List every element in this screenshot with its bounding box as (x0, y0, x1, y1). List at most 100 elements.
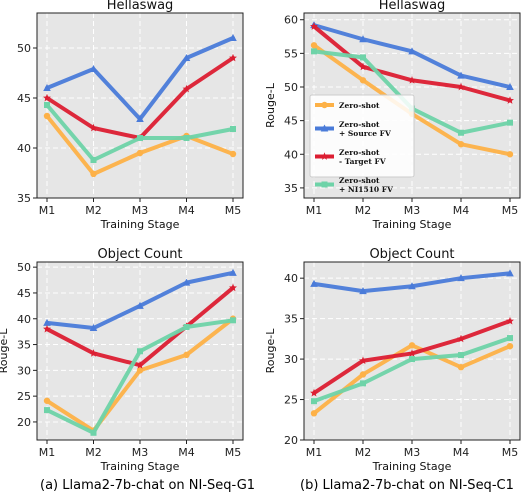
point-target_fv (408, 76, 416, 84)
point-zero_shot (359, 77, 367, 84)
legend-label: Zero-shot (339, 148, 380, 157)
chart-title: Hellaswag (379, 0, 446, 13)
y-tick-label: 40 (17, 313, 31, 326)
chart-title: Object Count (97, 247, 182, 262)
legend-label: Zero-shot (339, 176, 380, 185)
point-target_fv (506, 316, 514, 325)
x-tick-label: M5 (502, 204, 519, 217)
point-source_fv (359, 287, 367, 295)
legend-label: - Target FV (339, 157, 386, 166)
x-tick-label: M1 (39, 204, 56, 217)
point-target_fv (359, 356, 367, 365)
x-tick-label: M2 (355, 204, 372, 217)
point-ni1510_fv (44, 102, 50, 108)
y-tick-label: 55 (284, 47, 298, 60)
point-target_fv (457, 82, 465, 91)
y-tick-label: 45 (17, 287, 31, 300)
point-ni1510_fv (44, 407, 50, 414)
legend-label: + NI1510 FV (339, 185, 393, 194)
point-zero_shot (457, 140, 465, 148)
y-tick-label: 50 (17, 42, 31, 55)
y-tick-label: 40 (284, 148, 298, 161)
figure: 35 40 45 50 M1 M2 M3 M4 M5 Hellaswag Training Stag… (0, 0, 521, 473)
y-tick-label: 30 (17, 364, 31, 377)
point-target_fv (506, 96, 514, 104)
point-zero_shot (43, 397, 51, 404)
legend-marker-ni1510_fv (321, 181, 328, 188)
x-tick-label: M5 (225, 204, 242, 217)
chart-title: Hellaswag (107, 0, 174, 13)
y-tick-label: 50 (17, 261, 31, 274)
y-axis-label: Rouge-L (0, 328, 10, 374)
point-source_fv (359, 35, 367, 43)
point-target_fv (43, 324, 51, 333)
y-tick-label: 40 (284, 272, 298, 285)
legend-label: Zero-shot (339, 101, 380, 110)
y-tick-label: 45 (17, 92, 31, 105)
point-ni1510_fv (90, 429, 97, 436)
chart-panel-3: 20 25 30 35 40 45 50 M1 M2 M3 M4 M5 Object Count Trai… (0, 247, 244, 473)
point-target_fv (229, 53, 237, 62)
point-source_fv (408, 282, 416, 290)
point-source_fv (506, 83, 514, 90)
point-ni1510_fv (230, 126, 236, 132)
point-zero_shot (43, 112, 51, 120)
point-source_fv (408, 47, 416, 55)
y-tick-label: 35 (284, 313, 298, 326)
point-zero_shot (506, 342, 514, 350)
point-target_fv (310, 22, 318, 30)
y-tick-label: 25 (17, 390, 31, 403)
legend-marker-target_fv (320, 152, 329, 160)
point-target_fv (310, 388, 318, 397)
y-tick-label: 50 (284, 81, 298, 94)
point-zero_shot (90, 170, 97, 178)
y-tick-label: 40 (17, 142, 31, 155)
point-source_fv (89, 65, 98, 72)
point-source_fv (43, 318, 51, 326)
point-source_fv (229, 268, 237, 276)
caption-b: (b) Llama2-7b-chat on NI-Seq-C1 (300, 478, 514, 493)
legend-marker-zero_shot (321, 101, 328, 109)
x-axis-label: Training Stage (372, 218, 452, 231)
point-source_fv (136, 301, 144, 309)
point-target_fv (136, 360, 144, 369)
y-axis-label: Rouge-L (264, 82, 277, 128)
point-zero_shot (359, 371, 367, 378)
y-tick-label: 30 (284, 353, 298, 366)
x-axis-label: Training Stage (100, 460, 180, 473)
x-tick-label: M1 (39, 446, 56, 459)
x-tick-label: M2 (85, 204, 102, 217)
point-zero_shot (506, 151, 514, 158)
point-ni1510_fv (137, 135, 143, 141)
point-zero_shot (136, 367, 144, 374)
point-source_fv (229, 34, 237, 41)
point-target_fv (408, 349, 416, 357)
x-tick-label: M5 (225, 446, 242, 459)
point-target_fv (89, 349, 98, 357)
point-target_fv (229, 283, 237, 292)
point-target_fv (182, 84, 191, 93)
point-source_fv (310, 279, 318, 287)
point-source_fv (43, 84, 51, 91)
x-tick-label: M4 (178, 446, 195, 459)
x-tick-label: M3 (132, 446, 149, 459)
x-tick-label: M3 (404, 204, 421, 217)
point-ni1510_fv (458, 352, 464, 359)
point-ni1510_fv (360, 54, 366, 61)
point-ni1510_fv (183, 324, 190, 331)
point-ni1510_fv (230, 317, 236, 324)
y-axis-label: Rouge-L (264, 328, 277, 374)
y-tick-label: 60 (284, 14, 298, 27)
point-target_fv (43, 93, 51, 102)
y-tick-label: 45 (284, 115, 298, 128)
point-ni1510_fv (507, 335, 513, 342)
legend-marker-source_fv (320, 124, 329, 132)
point-ni1510_fv (409, 356, 415, 363)
y-tick-label: 20 (17, 416, 31, 429)
x-tick-label: M4 (453, 446, 470, 459)
x-tick-label: M4 (453, 204, 470, 217)
x-tick-label: M4 (178, 204, 195, 217)
point-zero_shot (408, 342, 416, 349)
point-ni1510_fv (311, 48, 317, 55)
